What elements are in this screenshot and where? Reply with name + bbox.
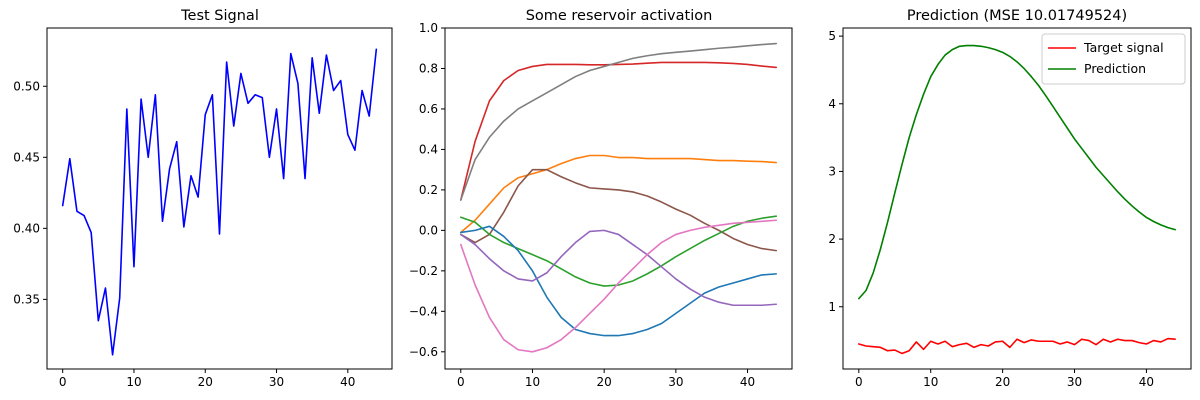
y-tick-label: 0.2: [419, 183, 438, 197]
y-tick-label: −0.6: [409, 345, 438, 359]
y-tick-label: 0.50: [13, 79, 40, 93]
y-tick-label: 4: [828, 97, 836, 111]
y-tick-label: 0.40: [13, 221, 40, 235]
x-tick-label: 0: [457, 375, 465, 389]
x-tick-label: 40: [340, 375, 355, 389]
x-tick-label: 20: [198, 375, 213, 389]
y-tick-label: 0.8: [419, 61, 438, 75]
chart-title: Test Signal: [180, 8, 259, 24]
series-line-target-signal: [858, 337, 1176, 355]
x-tick-label: 10: [923, 375, 938, 389]
chart-title: Some reservoir activation: [526, 8, 713, 24]
legend-frame: [1041, 33, 1186, 85]
x-tick-label: 10: [525, 375, 540, 389]
chart-prediction: Prediction (MSE 10.01749524) 0 10 20 30 40 1 2…: [828, 8, 1192, 389]
series-line-5: [459, 225, 778, 337]
x-tick-label: 30: [269, 375, 284, 389]
series-line-4: [459, 215, 778, 287]
x-tick-label: 30: [1067, 375, 1082, 389]
series-line-2: [459, 154, 778, 234]
series-line-0: [61, 48, 378, 356]
x-tick-label: 10: [126, 375, 141, 389]
x-tick-label: 0: [855, 375, 863, 389]
x-tick-label: 20: [995, 375, 1010, 389]
x-tick-label: 20: [597, 375, 612, 389]
x-tick-label: 40: [1139, 375, 1154, 389]
y-tick-label: 0.35: [13, 292, 40, 306]
series-line-7: [459, 219, 778, 353]
legend-label: Target signal: [1083, 40, 1164, 55]
y-tick-label: −0.4: [409, 304, 438, 318]
y-tick-label: 0.45: [13, 150, 40, 164]
y-tick-label: 1: [828, 300, 836, 314]
plot-area-frame: [46, 27, 393, 370]
y-tick-label: 2: [828, 232, 836, 246]
x-tick-label: 0: [59, 375, 67, 389]
y-tick-label: −0.2: [409, 264, 438, 278]
series-line-6: [459, 229, 778, 307]
y-tick-label: 0.0: [419, 223, 438, 237]
x-tick-label: 40: [740, 375, 755, 389]
series-line-0: [459, 61, 778, 201]
plot-area-frame: [444, 27, 793, 370]
plot-area-frame: [842, 27, 1192, 370]
series-line-prediction: [858, 44, 1176, 300]
series-line-3: [459, 168, 778, 252]
y-tick-label: 0.4: [419, 142, 438, 156]
chart-test-signal: Test Signal 0 10 20 30 40 0.35 0.40 0.45 0.50: [13, 8, 393, 389]
y-tick-label: 5: [828, 29, 836, 43]
x-tick-label: 30: [668, 375, 683, 389]
y-tick-label: 3: [828, 164, 836, 178]
legend: Target signal Prediction: [1041, 33, 1186, 85]
legend-label: Prediction: [1084, 61, 1146, 76]
series-line-1: [459, 42, 778, 201]
y-tick-label: 1.0: [419, 21, 438, 35]
chart-reservoir-activation: Some reservoir activation 0 10 20 30 40 −0.6 −…: [409, 8, 793, 389]
y-tick-label: 0.6: [419, 102, 438, 116]
chart-title: Prediction (MSE 10.01749524): [907, 8, 1127, 24]
